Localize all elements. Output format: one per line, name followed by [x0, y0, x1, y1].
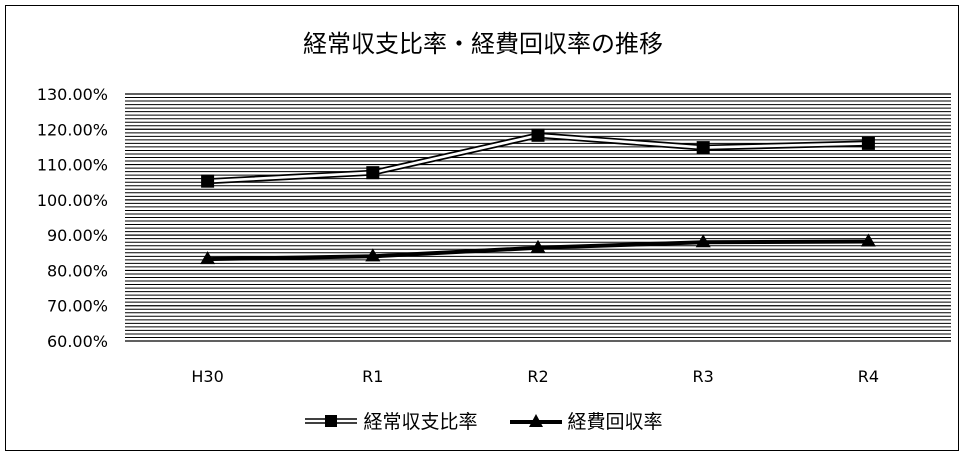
x-tick-label: R3: [693, 367, 714, 386]
data-point: [696, 141, 710, 155]
legend: 経常収支比率 経費回収率: [0, 407, 966, 434]
gridlines: [125, 93, 951, 342]
series-line-1-outer: [207, 132, 869, 185]
y-tick-label: 100.00%: [37, 191, 108, 210]
data-point: [530, 239, 546, 253]
data-point: [861, 136, 875, 150]
data-point: [366, 166, 380, 180]
data-point: [200, 251, 216, 265]
y-tick-label: 130.00%: [37, 85, 108, 104]
legend-label-series-1: 経常収支比率: [363, 411, 478, 433]
y-axis-ticks: 60.00% 70.00% 80.00% 90.00% 100.00% 110.00% 12…: [37, 85, 108, 351]
legend-item-series-2: 経費回収率: [508, 407, 663, 434]
data-point: [695, 234, 711, 248]
data-point: [860, 233, 876, 247]
y-tick-label: 80.00%: [47, 261, 108, 280]
data-point: [201, 174, 215, 188]
x-tick-label: R2: [527, 367, 548, 386]
y-tick-label: 120.00%: [37, 120, 108, 139]
x-tick-label: R4: [858, 367, 879, 386]
y-tick-label: 60.00%: [47, 332, 108, 351]
data-point: [365, 248, 381, 262]
y-tick-label: 70.00%: [47, 297, 108, 316]
y-tick-label: 110.00%: [37, 156, 108, 175]
legend-symbol-triangle-icon: [509, 413, 562, 427]
x-tick-label: R1: [362, 367, 383, 386]
y-tick-label: 90.00%: [47, 226, 108, 245]
legend-item-series-1: 経常収支比率: [303, 407, 478, 434]
x-axis-ticks: H30 R1 R2 R3 R4: [191, 367, 879, 386]
x-tick-label: H30: [191, 367, 223, 386]
legend-label-series-2: 経費回収率: [567, 411, 663, 433]
data-point: [531, 128, 545, 142]
series-lines: [200, 128, 876, 265]
legend-symbol-square-icon: [305, 414, 358, 427]
chart-title: 経常収支比率・経費回収率の推移: [303, 30, 663, 58]
